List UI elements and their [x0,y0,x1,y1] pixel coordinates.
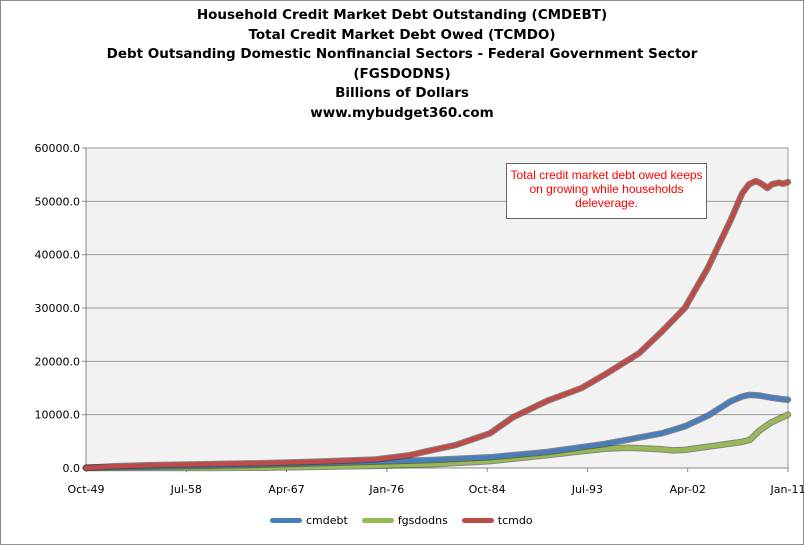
legend-label-tcmdo: tcmdo [497,513,533,527]
y-tick-label: 60000.0 [35,142,81,155]
x-tick-label: Jan-11 [770,483,804,496]
legend-item-tcmdo: tcmdo [461,513,533,527]
legend-label-cmdebt: cmdebt [306,513,348,527]
title-line-4: (FGSDODNS) [353,65,451,82]
legend-label-fgsdodns: fgsdodns [397,513,448,527]
title-line-6: www.mybudget360.com [310,104,494,121]
legend-swatch-cmdebt [270,517,302,523]
y-tick-label: 10000.0 [35,409,81,422]
chart-title-block: Household Credit Market Debt Outstanding… [0,6,804,124]
legend-item-fgsdodns: fgsdodns [361,513,448,527]
x-tick-label: Jan-76 [368,483,404,496]
x-tick-label: Jul-58 [170,483,202,496]
x-tick-label: Oct-49 [68,483,105,496]
series-lines [82,177,792,472]
title-line-3: Debt Outsanding Domestic Nonfinancial Se… [106,46,698,63]
annotation-box: Total credit market debt owed keeps on g… [506,163,707,219]
title-line-5: Billions of Dollars [335,85,469,102]
x-tick-label: Apr-67 [268,483,304,496]
legend-swatch-fgsdodns [361,517,394,523]
y-tick-label: 40000.0 [35,249,81,262]
y-tick-label: 20000.0 [35,355,81,368]
legend-swatch-tcmdo [461,517,494,523]
y-tick-label: 50000.0 [35,195,81,208]
y-tick-label: 0.0 [63,462,81,475]
x-axis-ticks: Oct-49 Jul-58 Apr-67 Jan-76 Oct-84 Jul-93 Apr-… [68,468,804,496]
series-line-tcmdo [83,178,791,471]
x-tick-label: Jul-93 [571,483,603,496]
series-line-fgsdodns [83,412,791,471]
title-line-1: Household Credit Market Debt Outstanding… [196,7,608,23]
title-line-2: Total Credit Market Debt Owed (TCMDO) [248,26,556,43]
legend: cmdebt fgsdodns tcmdo [270,511,533,529]
x-tick-label: Oct-84 [469,483,506,496]
legend-item-cmdebt: cmdebt [270,514,348,527]
y-tick-label: 30000.0 [35,302,81,315]
x-tick-label: Apr-02 [670,483,706,496]
y-axis-ticks: 0.0 10000.0 20000.0 30000.0 40000.0 50000.0 60… [35,142,86,475]
